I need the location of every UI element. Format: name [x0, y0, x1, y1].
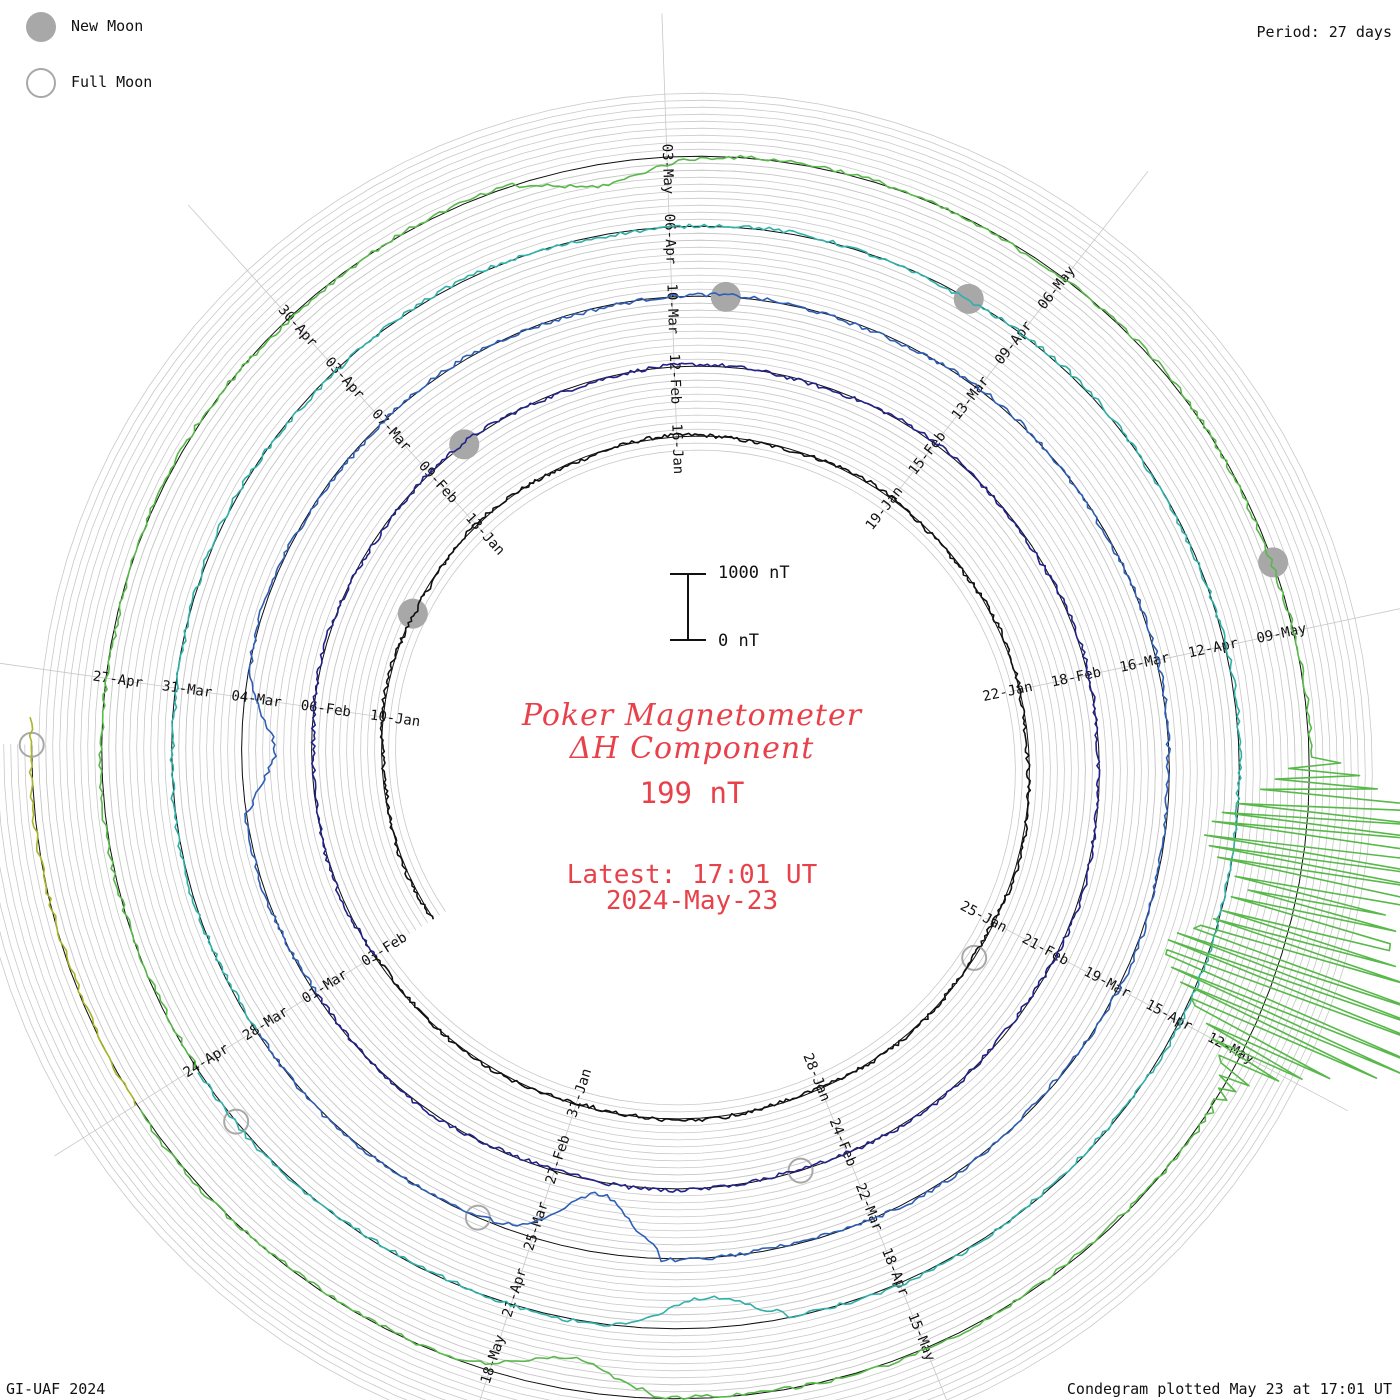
moon-marker-layer — [18, 281, 1289, 1231]
radial-gridline — [54, 950, 383, 1157]
full-moon-marker — [961, 944, 988, 971]
new-moon-marker — [710, 281, 741, 312]
spiral-gridline — [3, 127, 1338, 1400]
full-moon-icon — [26, 68, 56, 98]
date-label: 31-Mar — [161, 678, 213, 701]
data-series-trace — [98, 154, 1400, 1400]
spiral-gridline — [0, 113, 1352, 1400]
footer-plot-time: Condegram plotted May 23 at 17:01 UT — [1066, 1380, 1392, 1398]
radial-gridline — [1009, 608, 1400, 693]
radial-gridline — [985, 917, 1348, 1112]
scale-top-label: 1000 nT — [718, 563, 790, 583]
date-label: 03-May — [659, 143, 677, 194]
new-moon-marker — [397, 598, 428, 629]
radial-gridline — [0, 662, 394, 719]
date-label: 01-Mar — [299, 967, 350, 1007]
spiral-gridline — [0, 99, 1366, 1400]
full-moon-label: Full Moon — [71, 73, 153, 91]
spiral-gridline — [0, 106, 1359, 1400]
full-moon-marker — [787, 1157, 814, 1184]
spiral-gridline — [17, 141, 1324, 1400]
current-value: 199 nT — [639, 776, 745, 810]
chart-title: Poker Magnetometer — [521, 698, 863, 733]
date-label: 28-Mar — [240, 1004, 291, 1044]
date-label: 16-Jan — [668, 423, 686, 474]
new-moon-marker — [449, 429, 480, 460]
date-label: 31-Jan — [564, 1067, 595, 1120]
data-series-trace — [310, 362, 1101, 1193]
spiral-gridline — [24, 148, 1317, 1400]
spiral-gridline — [0, 120, 1345, 1400]
data-series-trace — [169, 223, 1243, 1327]
chart-component: ΔH Component — [569, 731, 815, 766]
date-label: 25-Mar — [521, 1200, 552, 1253]
spiral-gridline — [10, 134, 1331, 1400]
radial-gridline — [816, 1079, 948, 1400]
date-label: 03-Feb — [359, 930, 410, 970]
date-label: 27-Feb — [543, 1133, 574, 1186]
new-moon-icon — [26, 12, 56, 42]
latest-date: 2024-May-23 — [605, 886, 779, 916]
latest-time: Latest: 17:01 UT — [566, 860, 818, 890]
date-label: 09-Feb — [415, 458, 461, 506]
date-label: 06-Feb — [300, 698, 352, 721]
radial-gridline — [479, 1094, 580, 1400]
full-moon-marker — [223, 1108, 250, 1135]
date-label: 27-Apr — [92, 668, 144, 691]
date-label: 10-Mar — [663, 283, 681, 334]
date-label: 21-Apr — [499, 1266, 530, 1319]
date-label: 12-Feb — [666, 353, 684, 404]
footer-credit: GI-UAF 2024 — [6, 1380, 106, 1398]
data-trace-layer — [28, 154, 1400, 1400]
date-label: 24-Apr — [181, 1041, 232, 1081]
date-label: 06-Apr — [661, 213, 679, 264]
scale-bar — [670, 573, 706, 641]
new-moon-label: New Moon — [71, 17, 144, 35]
radial-gridline — [661, 13, 678, 447]
date-label: 18-May — [478, 1333, 509, 1386]
radial-gridline — [885, 171, 1149, 508]
new-moon-marker — [1258, 547, 1289, 578]
spiral-gridline — [0, 92, 1373, 1400]
data-series-trace — [28, 716, 136, 1106]
new-moon-marker — [953, 283, 984, 314]
data-series-trace — [374, 432, 1032, 1122]
data-series-trace — [244, 292, 1171, 1263]
scale-bottom-label: 0 nT — [718, 631, 759, 651]
period-label: Period: 27 days — [1256, 23, 1392, 41]
